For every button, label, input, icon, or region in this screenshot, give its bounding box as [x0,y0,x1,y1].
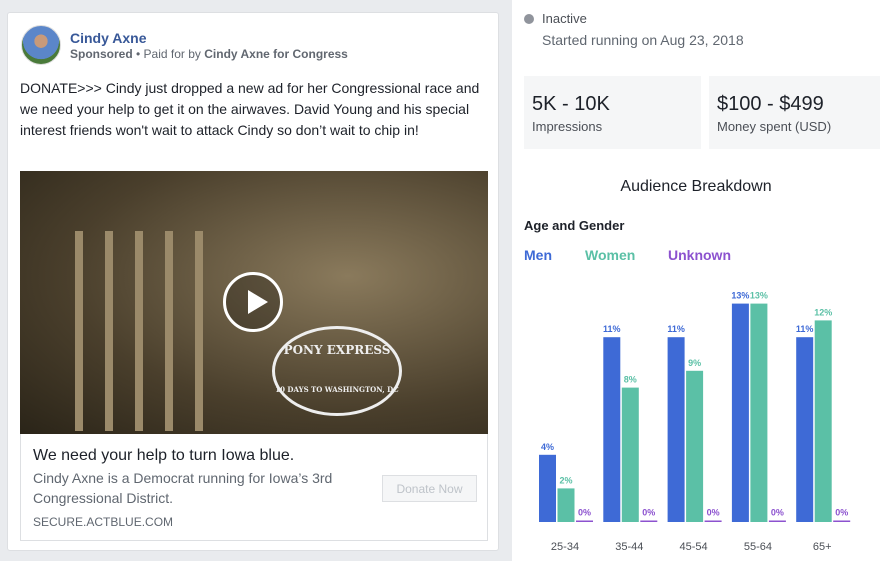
pony-express-logo: PONY EXPRESS 10 DAYS TO WASHINGTON, DC [272,326,402,416]
data-label: 0% [771,508,784,518]
avatar[interactable] [21,25,61,65]
bar-women-45-54[interactable] [686,370,704,522]
donate-now-button[interactable]: Donate Now [382,475,477,502]
bar-unknown-25-34[interactable] [576,520,593,523]
ad-details-panel: Inactive Started running on Aug 23, 2018… [512,0,880,561]
paid-for-name: Cindy Axne for Congress [204,47,348,61]
bar-men-65+[interactable] [796,337,814,522]
ad-preview-panel: Cindy Axne Sponsored • Paid for by Cindy… [0,0,512,561]
play-icon[interactable] [223,272,283,332]
spend-label: Money spent (USD) [717,119,832,134]
data-label: 0% [835,508,848,518]
sponsored-label: Sponsored [70,47,133,61]
video-thumbnail [75,231,215,431]
x-tick-label: 45-54 [680,541,708,553]
audience-title: Audience Breakdown [620,178,772,195]
legend-women: Women [585,247,636,263]
bar-unknown-65+[interactable] [833,520,851,523]
data-label: 0% [642,508,655,518]
data-label: 4% [541,442,554,452]
age-gender-heading: Age and Gender [524,218,625,233]
bar-unknown-45-54[interactable] [704,520,722,523]
bar-men-35-44[interactable] [603,337,621,522]
x-tick-label: 65+ [813,541,832,553]
ad-body-text: DONATE>>> Cindy just dropped a new ad fo… [20,80,480,138]
spend-stat: $100 - $499 Money spent (USD) [709,76,880,149]
bar-unknown-35-44[interactable] [640,520,658,523]
x-tick-label: 25-34 [551,541,579,553]
paid-for-prefix: Paid for by [143,47,201,61]
link-url: SECURE.ACTBLUE.COM [33,515,174,529]
bar-women-65+[interactable] [814,320,832,522]
age-gender-chart: 4% 2% 0% 25-34 11% 8% 0% 35-44 11% 9% 0% 45-54 13% 13… [539,291,851,553]
impressions-value: 5K - 10K [532,93,610,115]
bar-men-55-64[interactable] [731,303,749,522]
legend-men: Men [524,247,552,263]
ad-video[interactable]: PONY EXPRESS 10 DAYS TO WASHINGTON, DC [20,171,488,434]
bar-men-45-54[interactable] [667,337,685,522]
bar-women-25-34[interactable] [557,488,575,522]
data-label: 0% [707,508,720,518]
data-label: 11% [603,324,621,334]
data-label: 8% [624,375,637,385]
link-description: Cindy Axne is a Democrat running for Iow… [33,470,333,506]
status-label: Inactive [542,11,587,26]
page-name[interactable]: Cindy Axne [70,30,147,46]
link-title[interactable]: We need your help to turn Iowa blue. [33,447,295,464]
bar-men-25-34[interactable] [539,454,556,522]
spend-value: $100 - $499 [717,93,824,115]
bar-women-55-64[interactable] [750,303,768,522]
bar-unknown-55-64[interactable] [768,520,786,523]
data-label: 11% [796,324,814,334]
data-label: 13% [731,291,749,301]
x-tick-label: 35-44 [615,541,643,553]
x-tick-label: 55-64 [744,541,772,553]
impressions-stat: 5K - 10K Impressions [524,76,701,149]
link-preview[interactable]: We need your help to turn Iowa blue. Cin… [20,434,488,541]
data-label: 11% [667,324,685,334]
ad-card: Cindy Axne Sponsored • Paid for by Cindy… [7,12,499,551]
legend-unknown: Unknown [668,247,731,263]
bar-women-35-44[interactable] [621,387,639,522]
data-label: 2% [559,475,572,485]
data-label: 13% [750,291,768,301]
sponsor-line: Sponsored • Paid for by Cindy Axne for C… [70,47,348,61]
impressions-label: Impressions [532,119,603,134]
data-label: 9% [688,358,701,368]
data-label: 0% [578,508,591,518]
start-date: Started running on Aug 23, 2018 [542,32,744,48]
status-dot-icon [524,14,534,24]
data-label: 12% [814,307,832,317]
